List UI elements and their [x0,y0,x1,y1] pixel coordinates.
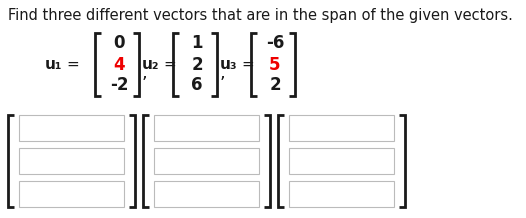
Bar [289,148,394,174]
Bar [19,181,124,207]
Text: -6: -6 [266,34,284,53]
Bar [289,115,394,141]
Bar [289,181,394,207]
Text: 4: 4 [113,56,125,73]
Text: 0: 0 [113,34,125,53]
Text: =: = [241,57,254,72]
Text: -2: -2 [110,77,128,94]
Text: =: = [66,57,79,72]
Bar [19,148,124,174]
Text: 2: 2 [191,56,203,73]
Bar [154,115,259,141]
Text: u₂: u₂ [141,57,159,72]
Bar [19,115,124,141]
Text: u₁: u₁ [45,57,62,72]
Text: ,: , [220,63,226,82]
Text: 2: 2 [269,77,281,94]
Bar [154,148,259,174]
Text: u₃: u₃ [219,57,237,72]
Text: 5: 5 [269,56,281,73]
Text: Find three different vectors that are in the span of the given vectors.: Find three different vectors that are in… [8,8,513,23]
Text: 6: 6 [191,77,203,94]
Text: ,: , [142,63,148,82]
Bar [154,181,259,207]
Text: 1: 1 [191,34,203,53]
Text: =: = [163,57,176,72]
